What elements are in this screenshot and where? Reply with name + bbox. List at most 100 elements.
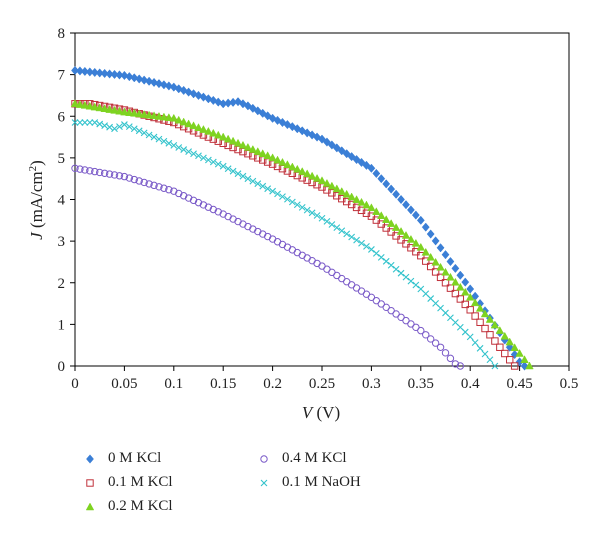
series-0-2-m-kcl bbox=[70, 99, 534, 370]
data-point bbox=[402, 316, 410, 325]
data-point bbox=[160, 137, 168, 145]
data-point bbox=[120, 70, 129, 81]
data-point bbox=[125, 174, 134, 182]
data-point bbox=[273, 115, 282, 125]
data-point bbox=[466, 333, 474, 341]
data-point bbox=[218, 132, 228, 141]
data-point bbox=[407, 277, 415, 285]
data-point bbox=[140, 75, 149, 85]
data-point bbox=[372, 296, 381, 305]
series-0-m-kcl bbox=[71, 65, 529, 371]
data-point bbox=[229, 167, 237, 175]
data-point bbox=[204, 126, 213, 135]
data-point bbox=[461, 300, 469, 309]
data-point bbox=[249, 177, 257, 185]
data-point bbox=[486, 331, 494, 339]
data-point bbox=[377, 220, 385, 228]
data-point bbox=[481, 350, 489, 358]
data-point bbox=[259, 182, 267, 190]
data-point bbox=[288, 198, 296, 206]
y-axis-title: J (mA/cm2) bbox=[27, 160, 46, 240]
data-point bbox=[180, 146, 188, 153]
data-point bbox=[470, 298, 480, 307]
data-point bbox=[510, 343, 519, 352]
data-point bbox=[160, 184, 168, 192]
data-point bbox=[209, 128, 218, 137]
data-point bbox=[392, 189, 401, 199]
data-point bbox=[91, 119, 99, 126]
data-point bbox=[441, 267, 450, 276]
data-point bbox=[135, 127, 143, 135]
data-point bbox=[125, 123, 133, 131]
data-point bbox=[475, 303, 485, 312]
data-point bbox=[96, 168, 104, 177]
data-point bbox=[189, 89, 198, 99]
data-point bbox=[421, 247, 430, 256]
y-tick-label: 0 bbox=[58, 359, 66, 375]
data-point bbox=[417, 326, 425, 335]
data-point bbox=[312, 173, 322, 182]
data-point bbox=[164, 113, 174, 121]
data-point bbox=[392, 310, 400, 318]
data-point bbox=[234, 170, 242, 178]
data-point bbox=[402, 273, 410, 281]
data-point bbox=[318, 214, 326, 222]
data-point bbox=[451, 360, 460, 368]
data-point bbox=[313, 212, 321, 219]
data-point bbox=[426, 229, 435, 239]
data-point bbox=[273, 155, 282, 164]
data-point bbox=[362, 160, 371, 170]
data-point bbox=[377, 300, 385, 308]
data-point bbox=[224, 165, 232, 173]
series-0-1-m-naoh bbox=[71, 119, 499, 370]
data-point bbox=[446, 354, 455, 363]
y-axis-ticks: 0 1 2 3 4 5 6 7 8 bbox=[58, 26, 75, 375]
data-point bbox=[382, 257, 390, 265]
data-point bbox=[357, 197, 366, 206]
data-point bbox=[397, 313, 405, 321]
data-point bbox=[159, 80, 168, 90]
data-point bbox=[465, 292, 475, 301]
x-tick-label: 0.2 bbox=[263, 376, 282, 392]
data-point bbox=[506, 356, 514, 364]
data-point bbox=[367, 163, 376, 173]
data-point bbox=[81, 119, 89, 126]
data-point bbox=[106, 123, 113, 131]
data-point bbox=[431, 236, 440, 246]
data-point bbox=[293, 164, 302, 173]
data-point bbox=[101, 122, 109, 130]
data-point bbox=[302, 169, 312, 178]
data-point bbox=[402, 200, 410, 210]
data-point bbox=[200, 154, 207, 162]
data-point bbox=[115, 106, 124, 115]
data-point bbox=[239, 172, 247, 180]
data-point bbox=[367, 293, 376, 302]
data-point bbox=[184, 119, 193, 128]
data-point bbox=[461, 277, 470, 287]
data-point bbox=[422, 331, 430, 339]
data-point bbox=[481, 324, 489, 333]
data-point bbox=[248, 145, 258, 153]
data-point bbox=[352, 195, 361, 203]
data-point bbox=[253, 106, 262, 116]
data-point bbox=[159, 112, 169, 121]
data-point bbox=[288, 162, 297, 171]
data-point bbox=[446, 284, 455, 292]
data-point bbox=[140, 178, 148, 187]
y-tick-label: 6 bbox=[58, 109, 66, 125]
data-point bbox=[86, 167, 94, 175]
data-point bbox=[75, 100, 85, 108]
data-point bbox=[244, 175, 252, 183]
data-point bbox=[490, 320, 500, 329]
data-point bbox=[293, 124, 302, 134]
data-point bbox=[130, 125, 138, 133]
data-point bbox=[111, 125, 118, 133]
data-point bbox=[155, 79, 163, 89]
y-tick-label: 8 bbox=[58, 26, 66, 42]
data-point bbox=[121, 121, 128, 128]
data-point bbox=[243, 142, 253, 151]
data-point bbox=[436, 262, 445, 271]
data-point bbox=[441, 349, 450, 357]
data-point bbox=[105, 170, 114, 178]
data-point bbox=[223, 134, 233, 143]
